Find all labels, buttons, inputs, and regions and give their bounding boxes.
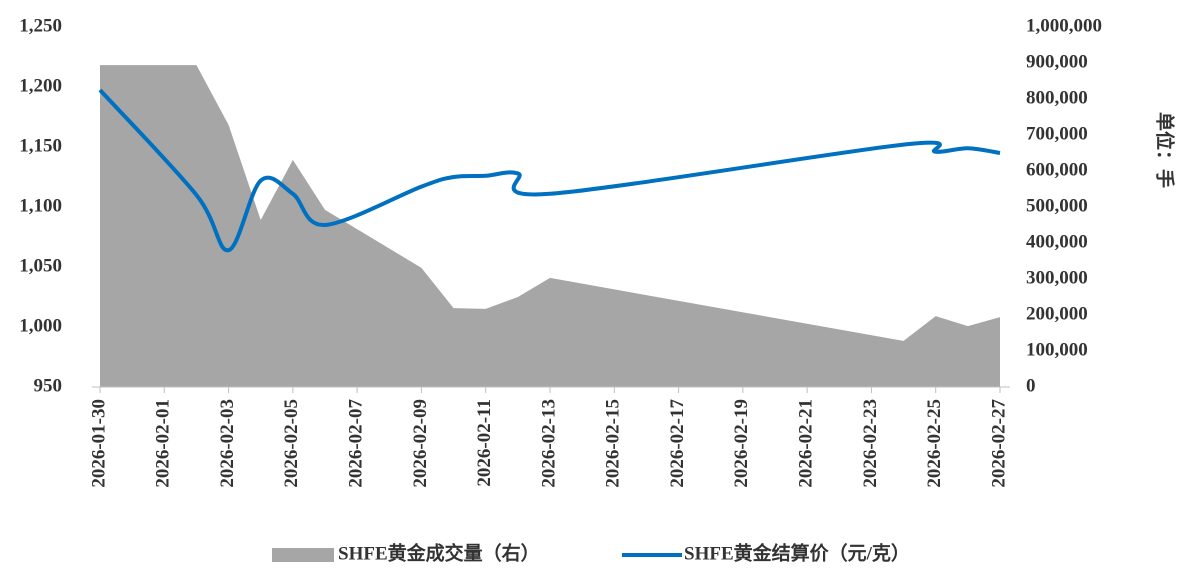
y2-tick-label: 200,000 (1026, 303, 1088, 324)
x-tick-label: 2026-02-07 (346, 399, 367, 488)
y2-tick-label: 300,000 (1026, 267, 1088, 288)
x-tick-label: 2026-02-19 (731, 399, 752, 488)
y2-tick-label: 100,000 (1026, 339, 1088, 360)
y2-axis-label: 单位：手 (1154, 112, 1177, 188)
y2-tick-label: 1,000,000 (1026, 15, 1102, 36)
legend-label: SHFE黄金成交量（右） (338, 541, 540, 564)
price-line (98, 88, 1001, 253)
y-tick-label: 1,250 (19, 15, 62, 36)
x-tick-label: 2026-02-13 (538, 399, 559, 488)
x-tick-label: 2026-02-01 (153, 399, 174, 488)
x-tick-label: 2026-02-23 (860, 399, 881, 488)
x-tick-label: 2026-02-27 (988, 399, 1009, 488)
y2-tick-label: 500,000 (1026, 195, 1088, 216)
y2-tick-label: 0 (1026, 375, 1036, 396)
x-tick-label: 2026-02-15 (603, 399, 624, 488)
legend-swatch (272, 548, 334, 562)
y2-tick-label: 900,000 (1026, 51, 1088, 72)
y2-tick-label: 600,000 (1026, 159, 1088, 180)
x-tick-label: 2026-02-17 (667, 399, 688, 488)
legend-label: SHFE黄金结算价（元/克） (684, 541, 910, 564)
x-tick-label: 2026-01-30 (88, 399, 109, 488)
y-tick-label: 1,200 (19, 75, 62, 96)
y-tick-label: 1,150 (19, 135, 62, 156)
x-tick-label: 2026-02-03 (217, 399, 238, 488)
y-tick-label: 950 (34, 375, 63, 396)
y2-tick-label: 400,000 (1026, 231, 1088, 252)
x-tick-label: 2026-02-05 (281, 399, 302, 488)
x-tick-label: 2026-02-21 (796, 399, 817, 488)
x-tick-label: 2026-02-09 (410, 399, 431, 488)
y2-tick-label: 800,000 (1026, 87, 1088, 108)
x-tick-label: 2026-02-25 (924, 399, 945, 488)
y-tick-label: 1,100 (19, 195, 62, 216)
y-tick-label: 1,000 (19, 315, 62, 336)
volume-area (100, 65, 1000, 387)
y2-tick-label: 700,000 (1026, 123, 1088, 144)
x-tick-label: 2026-02-11 (474, 399, 495, 487)
y-tick-label: 1,050 (19, 255, 62, 276)
